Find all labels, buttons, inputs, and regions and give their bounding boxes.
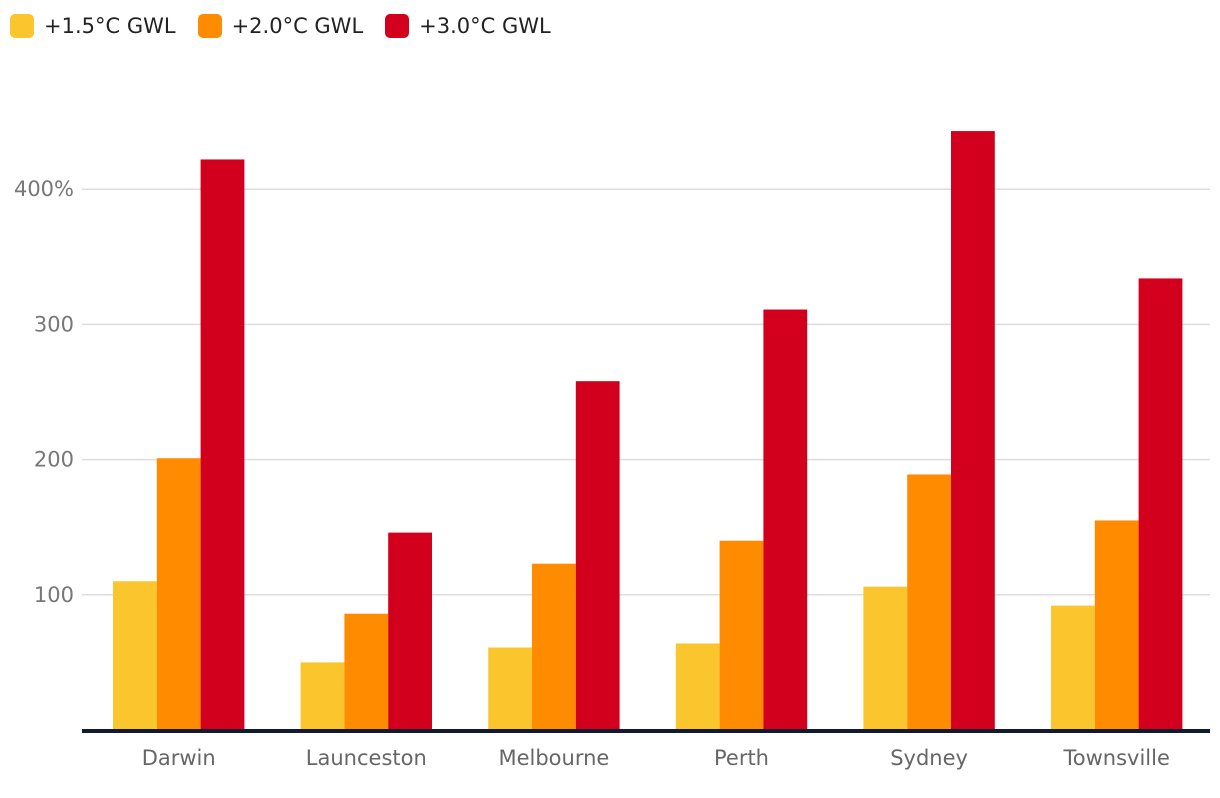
- bar: [763, 309, 808, 730]
- bar: [907, 474, 951, 730]
- x-category-label: Launceston: [306, 746, 427, 770]
- y-tick-label: 200: [34, 448, 74, 472]
- bar: [532, 563, 576, 730]
- legend-label: +2.0°C GWL: [231, 14, 364, 38]
- bar: [488, 647, 532, 730]
- legend-label: +3.0°C GWL: [419, 14, 551, 38]
- legend-item: +1.5°C GWL: [10, 14, 176, 38]
- x-axis-category-labels: Darwin Launceston Melbourne Perth Sydney Town…: [142, 746, 1170, 770]
- y-tick-label: 300: [34, 312, 74, 336]
- bar: [200, 159, 245, 730]
- bar: [675, 643, 720, 730]
- bar: [113, 581, 157, 730]
- bar: [344, 613, 389, 730]
- legend-item: +2.0°C GWL: [197, 14, 364, 38]
- bar: [300, 662, 345, 730]
- gridlines: [82, 188, 1210, 596]
- x-category-label: Townsville: [1063, 746, 1170, 770]
- bar: [719, 540, 764, 730]
- bars: [113, 131, 1183, 731]
- bar: [156, 458, 201, 730]
- x-category-label: Perth: [714, 746, 769, 770]
- legend-swatch: [385, 14, 410, 38]
- bar: [1094, 520, 1139, 730]
- bar: [388, 532, 432, 730]
- x-category-label: Sydney: [890, 746, 968, 770]
- y-axis-tick-labels: 100 200 300 400%: [14, 177, 74, 607]
- bar: [575, 381, 620, 730]
- bar: [951, 131, 995, 731]
- bar: [1051, 605, 1095, 730]
- legend-swatch: [197, 14, 222, 38]
- legend-swatch: [10, 14, 34, 38]
- y-tick-label: 100: [34, 583, 74, 607]
- legend: +1.5°C GWL +2.0°C GWL +3.0°C GWL: [10, 14, 573, 38]
- x-category-label: Melbourne: [498, 746, 609, 770]
- bar: [1138, 278, 1183, 730]
- y-tick-label: 400%: [14, 177, 74, 201]
- bar: [863, 586, 908, 730]
- legend-item: +3.0°C GWL: [385, 14, 551, 38]
- legend-label: +1.5°C GWL: [44, 14, 176, 38]
- x-category-label: Darwin: [142, 746, 216, 770]
